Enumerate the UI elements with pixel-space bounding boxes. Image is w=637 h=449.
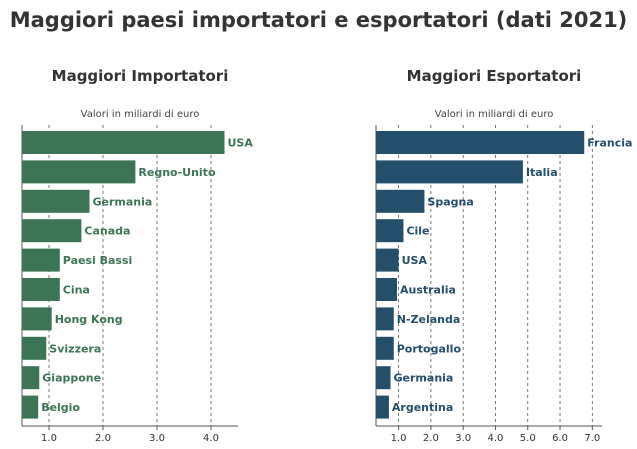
exporters-tick-label: 5.0 [520,433,536,444]
exporters-tick-label: 1.0 [391,433,407,444]
importers-bar [22,278,60,301]
exporters-bar-label: Francia [587,137,632,150]
exporters-bar [376,248,399,272]
exporters-bar-label: USA [402,254,428,267]
importers-tick-label: 2.0 [95,433,111,444]
importers-bar [22,336,47,360]
importers-bar [22,131,225,154]
exporters-bar [376,219,404,243]
importers-bar-label: Regno-Unito [138,166,216,179]
exporters-bar-label: Cile [406,225,429,238]
exporters-bar [376,160,523,184]
exporters-bar [376,395,389,419]
importers-bar [22,395,39,419]
importers-bar-label: Belgio [41,401,80,414]
exporters-tick-label: 3.0 [455,433,471,444]
importers-bar [22,160,136,184]
importers-bar-label: Germania [93,195,153,208]
importers-bar-label: Canada [84,225,130,238]
exporters-bar [376,278,397,301]
importers-bar-label: Hong Kong [55,313,123,326]
exporters-bar-label: Australia [400,284,456,297]
exporters-chart-title: Maggiori Esportatori [407,67,582,85]
exporters-bar [376,307,394,331]
exporters-bar-label: N-Zelanda [397,313,461,326]
importers-bar [22,307,52,331]
exporters-bar-label: Spagna [427,195,473,208]
importers-bar-label: Giappone [42,372,101,385]
importers-units-note: Valori in miliardi di euro [81,109,200,120]
main-title: Maggiori paesi importatori e esportatori… [9,8,628,32]
importers-bar-label: Cina [63,284,90,297]
importers-bar-label: Svizzera [49,342,101,355]
exporters-tick-label: 4.0 [488,433,504,444]
exporters-bar [376,131,585,154]
importers-chart-title: Maggiori Importatori [52,67,229,85]
exporters-bar-label: Italia [526,166,558,179]
exporters-tick-label: 7.0 [584,433,600,444]
importers-tick-label: 1.0 [41,433,57,444]
exporters-units-note: Valori in miliardi di euro [435,109,554,120]
exporters-bar [376,189,425,213]
importers-bar-label: USA [228,137,254,150]
importers-bar [22,189,90,213]
importers-tick-label: 4.0 [203,433,219,444]
exporters-bar [376,366,391,390]
importers-bar [22,366,40,390]
importers-tick-label: 3.0 [149,433,165,444]
exporters-tick-label: 6.0 [552,433,568,444]
importers-bar [22,219,82,243]
exporters-bar-label: Portogallo [397,342,462,355]
exporters-tick-label: 2.0 [423,433,439,444]
importers-bar-label: Paesi Bassi [63,254,132,267]
exporters-bar-label: Argentina [392,401,453,414]
exporters-bar-label: Germania [394,372,454,385]
importers-bar [22,248,60,272]
exporters-bar [376,336,394,360]
